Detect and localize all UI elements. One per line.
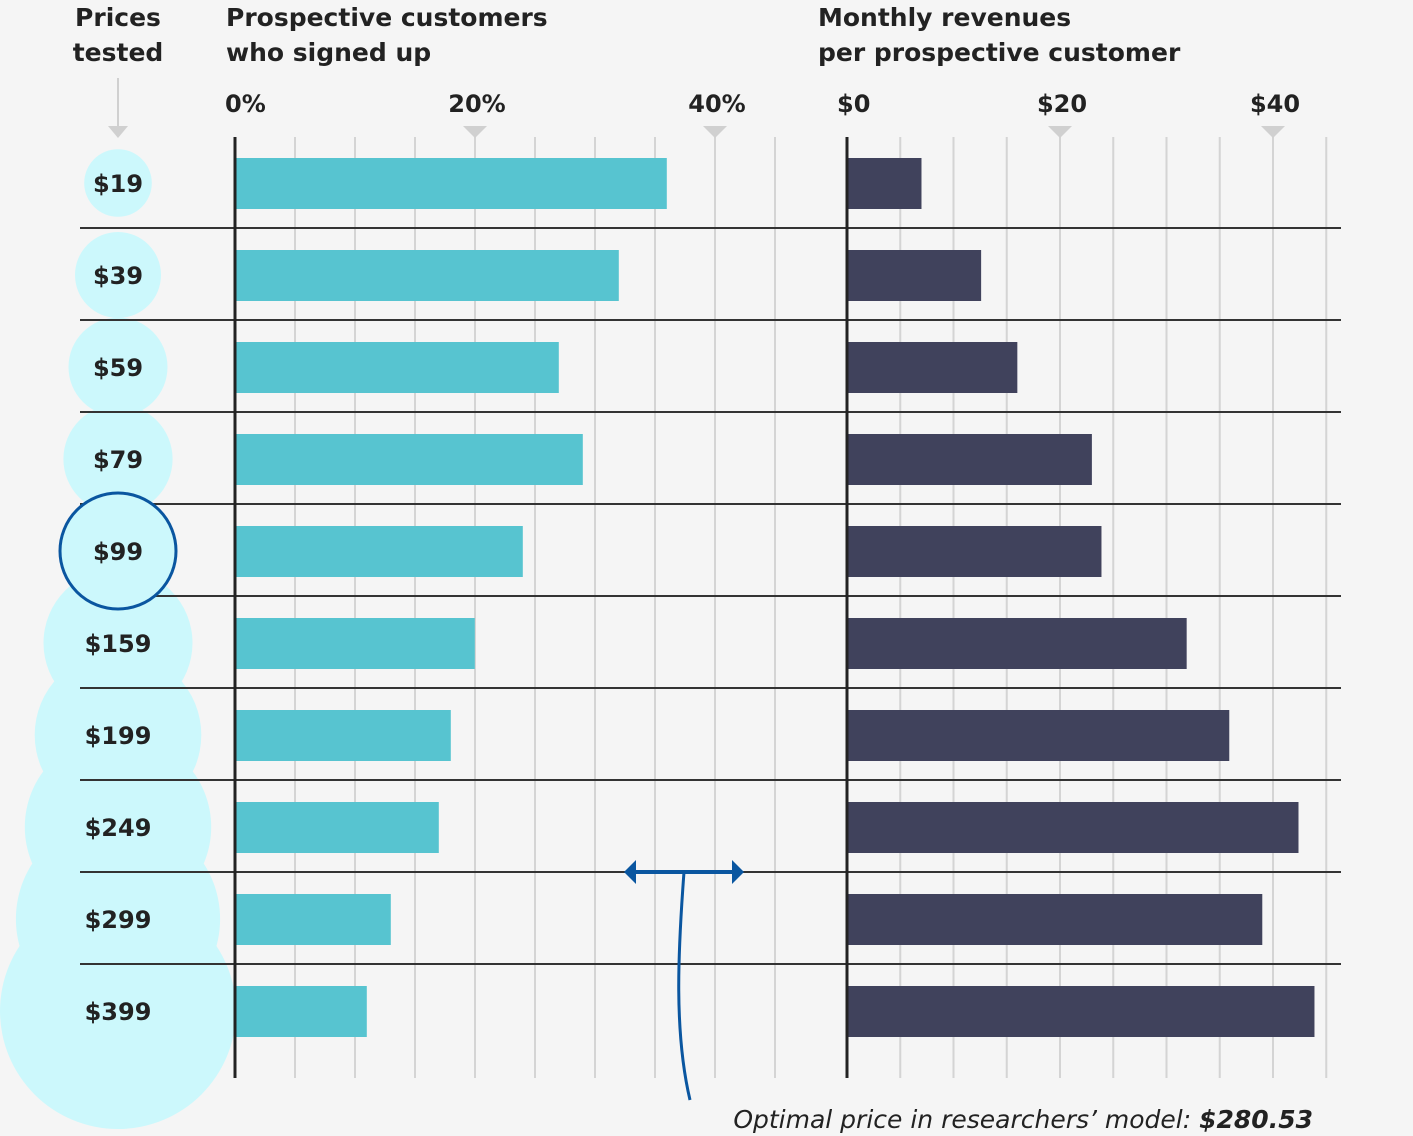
header-prices-line2: tested: [73, 38, 164, 67]
revenue-bar: [848, 986, 1315, 1037]
row-separators: [80, 227, 1341, 965]
axis-ticks: 0% 20% 40% $0 $20 $40: [225, 90, 1300, 138]
revenue-tick-label: $40: [1250, 90, 1300, 118]
highlight-ring: [58, 491, 178, 611]
price-label: $39: [93, 262, 143, 290]
price-label: $299: [85, 906, 152, 934]
arrow-left-icon: [624, 860, 636, 884]
revenue-bar: [848, 342, 1018, 393]
price-bubble: [75, 232, 161, 318]
signup-bar: [236, 158, 667, 209]
optimal-price-note: Optimal price in researchers’ model: $28…: [733, 1105, 1313, 1134]
header-signups-line1: Prospective customers: [226, 3, 548, 32]
revenue-bar: [848, 618, 1187, 669]
revenue-bar: [848, 710, 1230, 761]
header-revenue: Monthly revenues per prospective custome…: [818, 3, 1181, 67]
optimal-price-value: $280.53: [1199, 1105, 1313, 1134]
signup-bar: [236, 526, 523, 577]
price-labels: $19 $39 $59 $79 $99 $159 $199 $249 $299 $399: [58, 170, 178, 1026]
optimal-price-annotation: [624, 860, 744, 1101]
signup-bar: [236, 342, 559, 393]
signup-bars: [236, 158, 667, 1037]
price-bubble: [0, 893, 236, 1129]
price-label: $199: [85, 722, 152, 750]
tick-marker-icon: [703, 126, 727, 138]
revenue-bar: [848, 526, 1102, 577]
tick-marker-icon: [1048, 126, 1072, 138]
signup-tick-label: 0%: [225, 90, 266, 118]
signup-bar: [236, 710, 451, 761]
annotation-leader-line: [677, 871, 692, 1101]
down-arrow-icon: [108, 78, 128, 138]
header-revenue-line2: per prospective customer: [818, 38, 1181, 67]
price-label: $19: [93, 170, 143, 198]
revenue-bar: [848, 894, 1263, 945]
optimal-price-note-text: Optimal price in researchers’ model:: [733, 1105, 1199, 1134]
price-label: $399: [85, 998, 152, 1026]
price-label: $99: [93, 538, 143, 566]
price-bubble: [68, 317, 168, 417]
revenue-bar: [848, 802, 1299, 853]
arrow-right-icon: [732, 860, 744, 884]
price-bubble: [63, 404, 173, 514]
signup-bar: [236, 434, 583, 485]
tick-marker-icon: [463, 126, 487, 138]
revenue-tick-label: $20: [1037, 90, 1087, 118]
price-label: $249: [85, 814, 152, 842]
price-label: $59: [93, 354, 143, 382]
header-prices: Prices tested: [73, 3, 164, 67]
price-label: $79: [93, 446, 143, 474]
signup-bar: [236, 986, 367, 1037]
revenue-tick-label: $0: [837, 90, 870, 118]
axes: [233, 137, 849, 1078]
signup-bar: [236, 250, 619, 301]
signup-bar: [236, 802, 439, 853]
revenue-bar: [848, 434, 1092, 485]
header-signups: Prospective customers who signed up: [226, 3, 548, 67]
revenue-bar: [848, 158, 922, 209]
header-signups-line2: who signed up: [226, 38, 431, 67]
revenue-bars: [848, 158, 1315, 1037]
signup-bar: [236, 618, 475, 669]
tick-marker-icon: [1261, 126, 1285, 138]
signup-tick-label: 40%: [688, 90, 745, 118]
price-label: $159: [85, 630, 152, 658]
signup-tick-label: 20%: [448, 90, 505, 118]
revenue-bar: [848, 250, 982, 301]
header-prices-line1: Prices: [75, 3, 161, 32]
header-revenue-line1: Monthly revenues: [818, 3, 1071, 32]
price-bubble: [84, 149, 152, 217]
signup-bar: [236, 894, 391, 945]
